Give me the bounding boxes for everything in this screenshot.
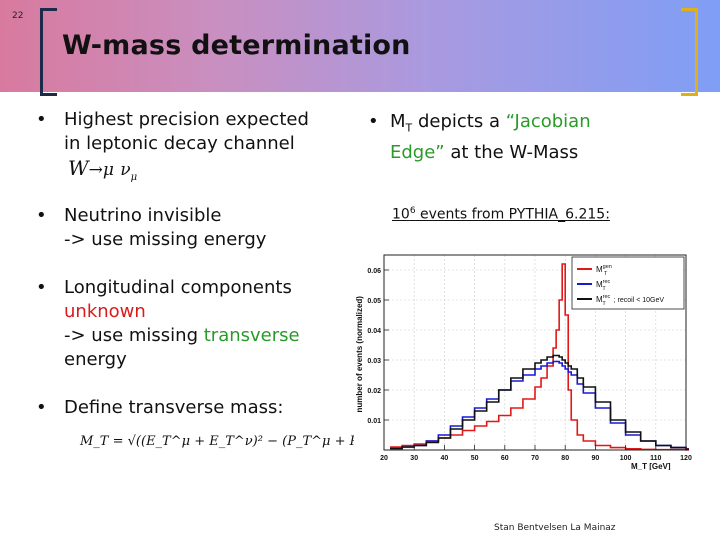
bullet-line: -> use missing transverse <box>64 324 300 348</box>
bullet-dot: • <box>36 109 47 130</box>
caption-sup: 6 <box>409 206 416 216</box>
formula-text: M_T = √((E_T^μ + E_T^ν)² − (P_T^μ + P_T^… <box>80 434 408 449</box>
y-tick-label: 0.05 <box>367 298 381 305</box>
header-band <box>0 0 720 92</box>
y-tick-label: 0.04 <box>367 328 381 335</box>
series-layer <box>390 263 689 451</box>
bullet-text: Longitudinal components <box>64 277 292 298</box>
bullet-text: -> use missing <box>64 325 204 346</box>
mt-sub: T <box>405 121 413 135</box>
y-ticks: 0.01 0.02 0.03 0.04 0.05 0.06 <box>367 268 389 425</box>
bullet-precision: Highest precision expected in leptonic d… <box>64 108 309 190</box>
y-tick-label: 0.01 <box>367 418 381 425</box>
x-tick-label: 50 <box>471 455 479 462</box>
left-column: • Highest precision expected in leptonic… <box>36 108 346 468</box>
bullet-dot: • <box>368 111 379 132</box>
legend-label: Mgen T <box>596 264 612 277</box>
bullet-jacobian: MT depicts a “Jacobian Edge” at the W-Ma… <box>390 110 591 165</box>
x-tick-label: 60 <box>501 455 509 462</box>
bullet-text: Highest precision expected <box>64 109 309 130</box>
caption-text: 10 <box>392 206 410 223</box>
formula-w: W <box>68 156 89 180</box>
plot-svg: 0.01 0.02 0.03 0.04 0.05 0.06 20 30 40 50 60 70 80 9… <box>354 245 694 471</box>
bullet-text: Neutrino invisible <box>64 205 222 226</box>
bullet-text: Define transverse mass: <box>64 397 284 418</box>
bullet-text-red: unknown <box>64 301 146 322</box>
bullet-transverse-mass: Define transverse mass: <box>64 396 283 420</box>
bullet-text-green: Edge” <box>390 141 445 163</box>
mt-histogram: 0.01 0.02 0.03 0.04 0.05 0.06 20 30 40 50 60 70 80 9… <box>354 245 694 471</box>
transverse-mass-formula: M_T = √((E_T^μ + E_T^ν)² − (P_T^μ + P_T^… <box>80 434 408 449</box>
x-tick-label: 40 <box>441 455 449 462</box>
legend-label: Mrec T <box>596 279 611 292</box>
left-bracket <box>40 8 57 96</box>
slide-number: 22 <box>12 11 24 21</box>
x-tick-label: 120 <box>680 455 692 462</box>
x-axis-label: M_T [GeV] <box>631 462 671 470</box>
slide-title: W-mass determination <box>62 30 411 61</box>
bullet-line: MT depicts a “Jacobian <box>390 110 591 141</box>
bullet-text: in leptonic decay channel <box>64 133 295 154</box>
x-tick-label: 30 <box>410 455 418 462</box>
formula-sub: μ <box>130 172 138 183</box>
bullet-dot: • <box>36 277 47 298</box>
x-tick-label: 100 <box>620 455 632 462</box>
bullet-dot: • <box>36 397 47 418</box>
footer: Stan Bentvelsen La Mainaz <box>494 523 616 533</box>
legend: Mgen T Mrec T Mrec T ; recoil < 10GeV <box>571 256 685 310</box>
formula-nu: ν <box>120 160 131 180</box>
mt-symbol: M <box>390 111 406 132</box>
x-ticks: 20 30 40 50 60 70 80 90 100 110 120 <box>380 445 692 462</box>
bullet-dot: • <box>36 205 47 226</box>
x-tick-label: 80 <box>561 455 569 462</box>
formula-arrow: → <box>88 160 103 180</box>
bullet-text: depicts a <box>412 111 506 132</box>
right-column: • MT depicts a “Jacobian Edge” at the W-… <box>368 110 668 190</box>
right-bracket <box>681 8 698 96</box>
bullet-text-green: “Jacobian <box>505 111 591 132</box>
x-tick-label: 70 <box>531 455 539 462</box>
bullet-text: at the W-Mass <box>444 141 579 163</box>
y-tick-label: 0.06 <box>367 268 381 275</box>
x-tick-label: 90 <box>592 455 600 462</box>
bullet-longitudinal: Longitudinal components unknown -> use m… <box>64 276 300 372</box>
bullet-text-green: transverse <box>203 325 300 346</box>
y-axis-label: number of events (normalized) <box>355 296 364 413</box>
plot-caption: 106 events from PYTHIA_6.215: <box>392 206 610 223</box>
y-tick-label: 0.03 <box>367 358 381 365</box>
x-tick-label: 110 <box>650 455 661 462</box>
series-line-3 <box>390 354 689 450</box>
legend-label: Mrec T ; recoil < 10GeV <box>596 294 664 307</box>
bullet-neutrino: Neutrino invisible -> use missing energy <box>64 204 266 252</box>
caption-text: events from PYTHIA_6.215: <box>415 206 610 223</box>
bullet-line: Edge” at the W-Mass <box>390 141 591 165</box>
x-tick-label: 20 <box>380 455 388 462</box>
y-tick-label: 0.02 <box>367 388 381 395</box>
w-decay-formula: W→μ νμ <box>68 156 309 190</box>
formula-mu: μ <box>102 160 114 180</box>
bullet-text: energy <box>64 349 127 370</box>
bullet-text: -> use missing energy <box>64 229 267 250</box>
